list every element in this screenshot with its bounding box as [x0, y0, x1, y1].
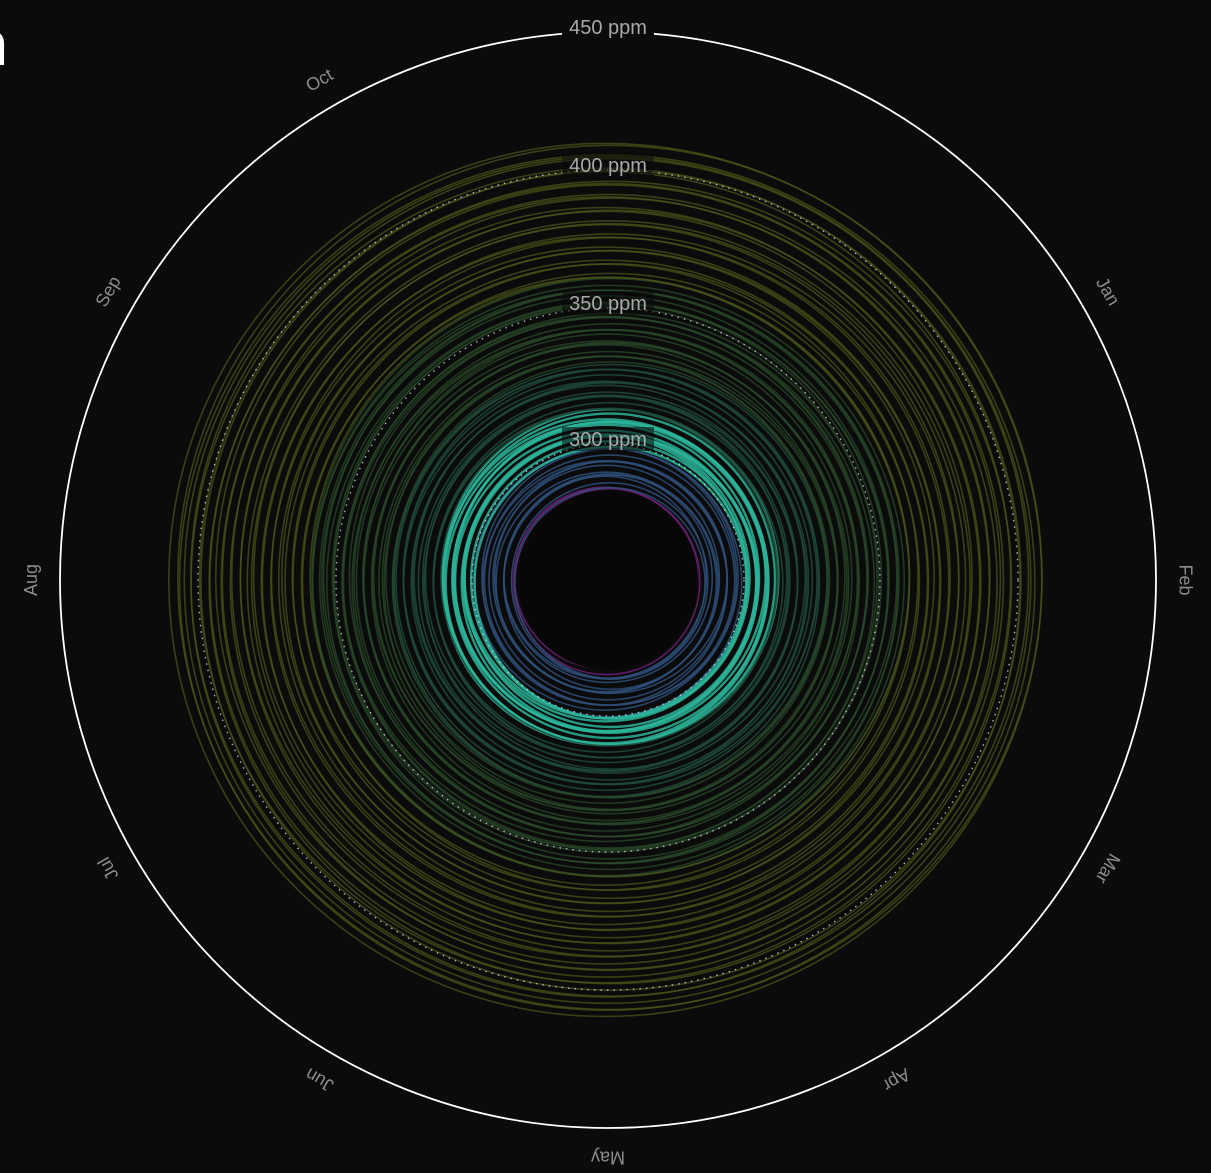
series-ring	[492, 464, 721, 693]
ring-label-450: 450 ppm	[569, 17, 647, 39]
series-ring	[252, 223, 960, 931]
series-ring	[277, 249, 941, 913]
series-ring	[221, 196, 991, 965]
series-ring	[342, 316, 876, 849]
ring-label-300: 300 ppm	[569, 429, 647, 451]
month-label-mar: Mar	[1092, 850, 1125, 887]
series-ring	[502, 474, 719, 691]
series-ring	[300, 276, 911, 887]
series-layer	[168, 142, 1043, 1018]
series-ring	[372, 341, 846, 815]
ring-label-bg	[562, 291, 654, 315]
series-ring	[260, 236, 950, 926]
month-label-jul: Jul	[94, 854, 123, 884]
grid-ring-300	[471, 443, 745, 717]
series-ring	[410, 382, 810, 781]
month-label-aug: Aug	[21, 564, 41, 596]
month-label-oct: Oct	[302, 64, 336, 95]
ring-label-400: 400 ppm	[569, 155, 647, 177]
chart-core	[518, 490, 698, 670]
month-label-feb: Feb	[1175, 564, 1195, 595]
series-ring	[250, 222, 967, 939]
series-group-5	[168, 142, 1043, 1018]
series-ring	[370, 342, 850, 822]
month-label-sep: Sep	[91, 273, 124, 311]
label-layer: 300 ppm 350 ppm 400 ppm 450 ppm Jan Feb Mar Apr…	[21, 15, 1195, 1167]
series-ring	[292, 263, 929, 900]
series-ring	[214, 184, 1002, 971]
ring-label-bg	[562, 427, 654, 451]
series-ring	[168, 142, 1043, 1018]
month-label-may: May	[591, 1147, 625, 1167]
ring-label-350: 350 ppm	[569, 293, 647, 315]
series-ring	[411, 384, 799, 772]
ring-label-bg	[562, 153, 654, 177]
page-title: n	[0, 14, 8, 76]
month-label-jun: Jun	[302, 1064, 337, 1096]
series-ring	[239, 209, 982, 952]
series-group-4	[311, 277, 911, 878]
month-label-jan: Jan	[1092, 274, 1124, 309]
ring-label-bg	[562, 15, 654, 39]
month-label-apr: Apr	[879, 1064, 913, 1095]
series-group-1	[472, 447, 743, 718]
